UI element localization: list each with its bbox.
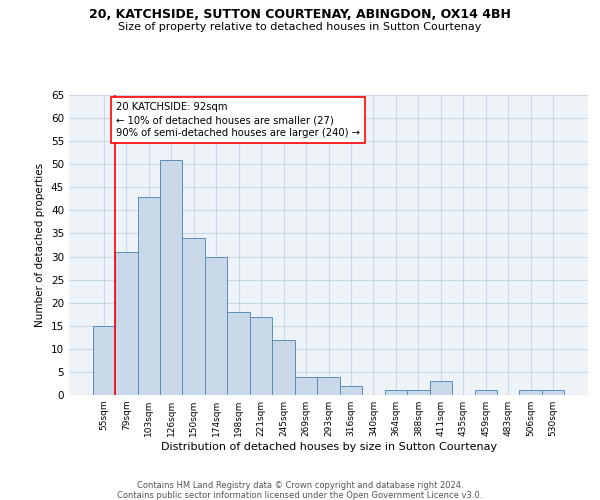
Bar (295, 376, 317, 395)
Text: Size of property relative to detached houses in Sutton Courtenay: Size of property relative to detached ho… (118, 22, 482, 32)
Bar (137, 196, 160, 395)
Bar (430, 381, 452, 395)
Bar (92, 326, 115, 395)
Bar (475, 390, 497, 395)
Text: Contains HM Land Registry data © Crown copyright and database right 2024.: Contains HM Land Registry data © Crown c… (137, 481, 463, 490)
Bar (227, 312, 250, 395)
Bar (205, 256, 227, 395)
Y-axis label: Number of detached properties: Number of detached properties (35, 163, 46, 327)
Bar (385, 390, 407, 395)
Text: Contains public sector information licensed under the Open Government Licence v3: Contains public sector information licen… (118, 491, 482, 500)
Text: 20, KATCHSIDE, SUTTON COURTENAY, ABINGDON, OX14 4BH: 20, KATCHSIDE, SUTTON COURTENAY, ABINGDO… (89, 8, 511, 20)
Text: 20 KATCHSIDE: 92sqm
← 10% of detached houses are smaller (27)
90% of semi-detach: 20 KATCHSIDE: 92sqm ← 10% of detached ho… (116, 102, 360, 139)
Bar (317, 376, 340, 395)
Bar (272, 340, 295, 395)
Bar (542, 390, 565, 395)
Bar (160, 160, 182, 395)
Bar (115, 252, 137, 395)
Bar (520, 390, 542, 395)
Text: Distribution of detached houses by size in Sutton Courtenay: Distribution of detached houses by size … (161, 442, 497, 452)
Bar (340, 386, 362, 395)
Bar (250, 316, 272, 395)
Bar (182, 238, 205, 395)
Bar (407, 390, 430, 395)
